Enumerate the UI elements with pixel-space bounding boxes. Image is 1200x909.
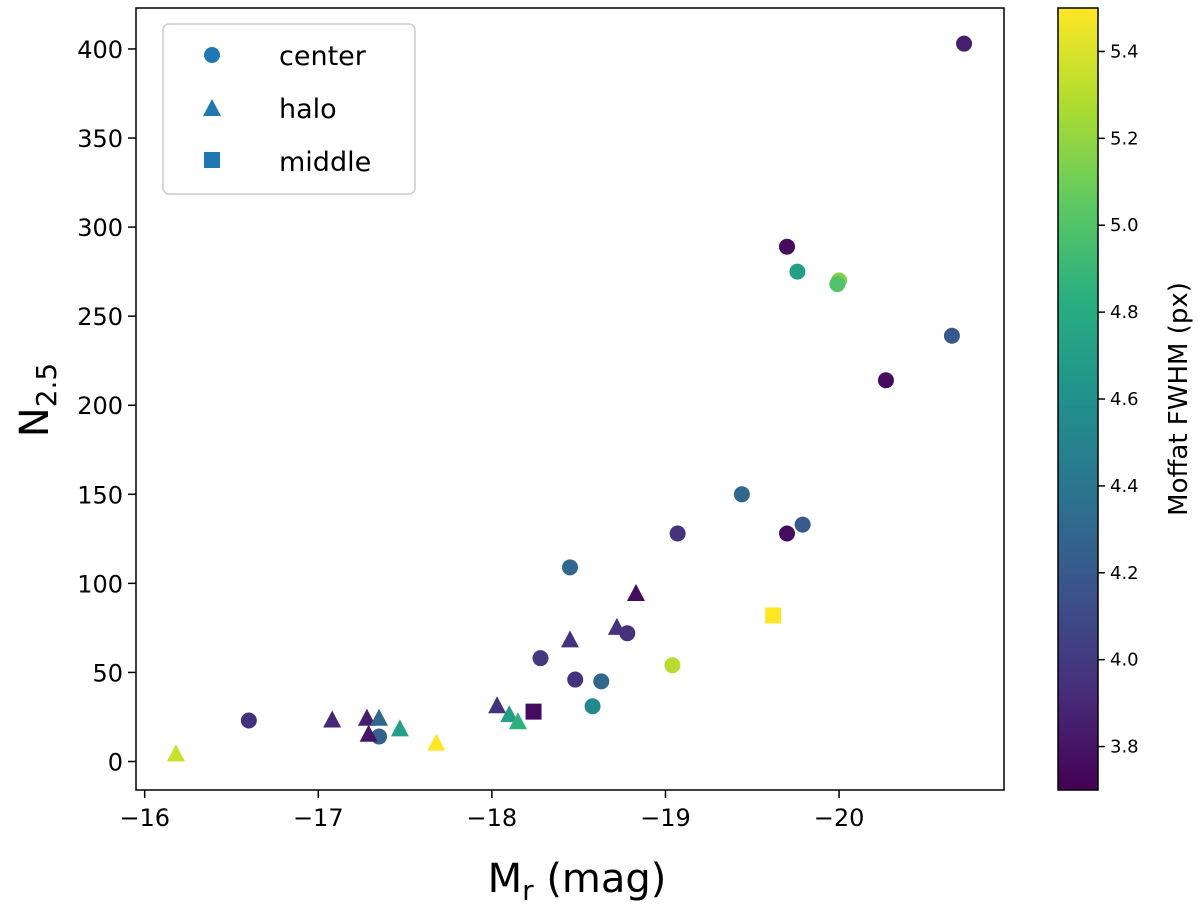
point-halo [500, 705, 519, 723]
point-center [593, 673, 610, 690]
colorbar-title: Moffat FWHM (px) [1164, 282, 1194, 516]
legend-marker-halo [203, 99, 221, 116]
point-halo [508, 712, 527, 730]
colorbar-tick-label: 5.2 [1110, 128, 1139, 149]
point-center [943, 327, 960, 344]
colorbar-gradient [1057, 7, 1099, 791]
point-halo [561, 630, 579, 648]
point-center [669, 525, 686, 542]
point-halo [390, 719, 409, 737]
point-halo [359, 724, 378, 742]
legend-label-center: center [279, 41, 367, 72]
colorbar: 3.8 4.0 4.2 4.4 4.6 4.8 5.0 5.2 5.4 Moffat FWHM … [1057, 7, 1194, 791]
y-tick-label: 350 [77, 125, 123, 153]
colorbar-tick-label: 4.2 [1110, 563, 1139, 584]
point-halo [427, 733, 446, 751]
x-tick-label: −17 [293, 804, 344, 832]
x-axis-title: Mr (mag) [488, 856, 667, 907]
x-axis-title-sub: r [522, 874, 534, 907]
point-halo [488, 696, 507, 714]
y-tick-label: 400 [77, 36, 123, 64]
point-halo [607, 617, 626, 635]
colorbar-tick-label: 3.8 [1110, 737, 1139, 758]
x-tick-label: −16 [119, 804, 170, 832]
point-center [584, 698, 601, 715]
x-tick-label: −20 [814, 804, 865, 832]
y-tick-label: 100 [77, 570, 123, 598]
legend-marker-middle [204, 152, 220, 168]
point-center [240, 712, 257, 729]
point-center [779, 525, 795, 542]
y-tick-label: 200 [77, 392, 123, 420]
legend-marker-center [204, 47, 220, 63]
x-axis-title-rest: (mag) [534, 856, 667, 902]
y-axis-title-main: N [12, 407, 58, 437]
colorbar-ticks: 3.8 4.0 4.2 4.4 4.6 4.8 5.0 5.2 5.4 [1098, 41, 1139, 758]
colorbar-tick-label: 5.0 [1110, 215, 1139, 236]
data-points [166, 35, 973, 762]
x-axis-title-main: M [488, 856, 523, 902]
legend: center halo middle [162, 23, 416, 195]
point-halo [357, 708, 376, 726]
y-tick-label: 300 [77, 214, 123, 242]
plot-frame [135, 7, 1005, 791]
point-center [562, 559, 578, 576]
y-axis-title: N2.5 [12, 363, 63, 437]
point-center [877, 372, 894, 389]
legend-label-middle: middle [279, 147, 371, 178]
point-center [829, 276, 846, 293]
point-halo [323, 710, 342, 728]
point-center [664, 657, 681, 674]
point-center [789, 263, 806, 280]
colorbar-tick-label: 4.8 [1110, 302, 1139, 323]
point-center [779, 238, 795, 255]
point-center [956, 35, 973, 52]
x-axis: −16 −17 −18 −19 −20 [119, 790, 864, 832]
point-halo [166, 744, 185, 762]
point-center [619, 625, 636, 642]
y-tick-label: 0 [108, 748, 123, 776]
legend-label-halo: halo [279, 94, 337, 125]
point-center [532, 650, 549, 667]
point-middle [765, 607, 782, 624]
point-center [794, 516, 811, 533]
x-tick-label: −19 [640, 804, 691, 832]
y-tick-label: 250 [77, 303, 123, 331]
y-tick-label: 50 [92, 659, 123, 687]
point-halo [370, 708, 389, 726]
y-tick-label: 150 [77, 481, 123, 509]
y-axis-title-sub: 2.5 [30, 363, 63, 408]
plot-area [135, 7, 1005, 791]
colorbar-tick-label: 4.4 [1110, 476, 1139, 497]
legend-box [162, 23, 416, 195]
point-center [733, 486, 750, 503]
colorbar-tick-label: 4.6 [1110, 389, 1139, 410]
colorbar-tick-label: 4.0 [1110, 650, 1139, 671]
colorbar-tick-label: 5.4 [1110, 41, 1139, 62]
point-middle [525, 703, 542, 720]
x-tick-label: −18 [467, 804, 518, 832]
point-center [567, 671, 584, 688]
y-axis: 0 50 100 150 200 250 300 350 400 [77, 36, 136, 776]
point-halo [626, 584, 645, 602]
